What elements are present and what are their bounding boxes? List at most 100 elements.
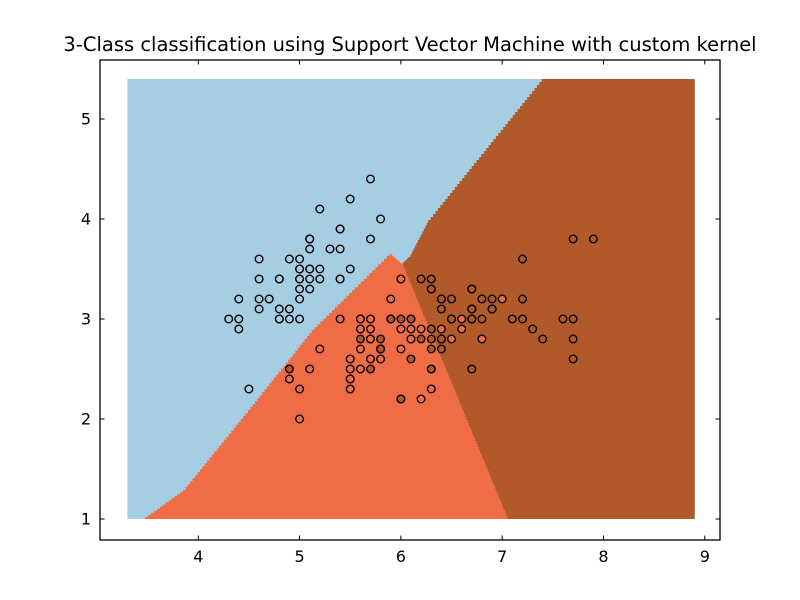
data-point-class-2-virginica bbox=[487, 294, 497, 304]
data-point-class-2-virginica bbox=[558, 314, 568, 324]
data-point-class-1-versicolor bbox=[477, 334, 487, 344]
data-point-class-1-versicolor bbox=[457, 324, 467, 334]
data-point-class-1-versicolor bbox=[457, 314, 467, 324]
data-point-class-1-versicolor bbox=[396, 324, 406, 334]
data-point-class-1-versicolor bbox=[366, 324, 376, 334]
data-point-class-1-versicolor bbox=[345, 374, 355, 384]
data-point-class-1-versicolor bbox=[406, 324, 416, 334]
data-point-class-0-setosa bbox=[284, 304, 294, 314]
axes-frame bbox=[99, 59, 721, 541]
data-point-class-2-virginica bbox=[467, 364, 477, 374]
data-point-class-1-versicolor bbox=[345, 384, 355, 394]
data-point-class-0-setosa bbox=[295, 294, 305, 304]
data-point-class-1-versicolor bbox=[355, 364, 365, 374]
data-point-class-1-versicolor bbox=[335, 314, 345, 324]
data-point-class-2-virginica bbox=[447, 314, 457, 324]
data-point-class-1-versicolor bbox=[416, 324, 426, 334]
data-point-class-0-setosa bbox=[295, 254, 305, 264]
data-point-class-1-versicolor bbox=[396, 344, 406, 354]
data-point-class-2-virginica bbox=[284, 364, 294, 374]
y-tick-label: 3 bbox=[81, 310, 91, 329]
data-point-class-0-setosa bbox=[305, 274, 315, 284]
data-point-class-1-versicolor bbox=[345, 364, 355, 374]
data-point-class-1-versicolor bbox=[416, 394, 426, 404]
data-point-class-1-versicolor bbox=[355, 344, 365, 354]
data-point-class-2-virginica bbox=[366, 364, 376, 374]
data-point-class-0-setosa bbox=[295, 284, 305, 294]
data-point-class-0-setosa bbox=[234, 314, 244, 324]
data-point-class-1-versicolor bbox=[406, 334, 416, 344]
y-tick-label: 4 bbox=[81, 210, 91, 229]
data-point-class-2-virginica bbox=[406, 314, 416, 324]
data-point-class-2-virginica bbox=[416, 274, 426, 284]
region-class-1-versicolor bbox=[142, 253, 508, 519]
data-point-class-1-versicolor bbox=[355, 314, 365, 324]
data-point-class-2-virginica bbox=[467, 304, 477, 314]
data-point-class-1-versicolor bbox=[386, 294, 396, 304]
data-point-class-0-setosa bbox=[254, 274, 264, 284]
data-point-class-0-setosa bbox=[244, 384, 254, 394]
data-point-class-0-setosa bbox=[274, 274, 284, 284]
data-point-class-0-setosa bbox=[295, 274, 305, 284]
data-point-class-0-setosa bbox=[366, 234, 376, 244]
data-point-class-1-versicolor bbox=[305, 364, 315, 374]
data-point-class-2-virginica bbox=[436, 334, 446, 344]
data-point-class-2-virginica bbox=[426, 344, 436, 354]
data-point-class-2-virginica bbox=[396, 394, 406, 404]
data-point-class-1-versicolor bbox=[426, 384, 436, 394]
data-point-class-0-setosa bbox=[284, 314, 294, 324]
data-point-class-0-setosa bbox=[345, 194, 355, 204]
data-point-class-2-virginica bbox=[477, 314, 487, 324]
data-point-class-1-versicolor bbox=[284, 374, 294, 384]
data-point-class-1-versicolor bbox=[345, 354, 355, 364]
data-point-class-0-setosa bbox=[295, 314, 305, 324]
data-point-class-0-setosa bbox=[305, 264, 315, 274]
data-point-class-0-setosa bbox=[325, 244, 335, 254]
x-tick-label: 7 bbox=[497, 547, 507, 566]
data-point-class-0-setosa bbox=[284, 254, 294, 264]
data-point-class-0-setosa bbox=[335, 224, 345, 234]
data-point-class-2-virginica bbox=[568, 334, 578, 344]
data-point-class-2-virginica bbox=[487, 304, 497, 314]
data-point-class-0-setosa bbox=[234, 324, 244, 334]
data-point-class-1-versicolor bbox=[436, 324, 446, 334]
data-point-class-1-versicolor bbox=[295, 414, 305, 424]
x-tick-label: 5 bbox=[295, 547, 305, 566]
data-point-class-0-setosa bbox=[335, 244, 345, 254]
data-point-class-0-setosa bbox=[366, 174, 376, 184]
data-point-class-2-virginica bbox=[568, 314, 578, 324]
decision-regions bbox=[127, 79, 695, 519]
data-point-class-2-virginica bbox=[426, 324, 436, 334]
data-point-class-0-setosa bbox=[345, 264, 355, 274]
data-point-class-0-setosa bbox=[335, 274, 345, 284]
x-tick-label: 8 bbox=[598, 547, 608, 566]
data-point-class-2-virginica bbox=[518, 294, 528, 304]
data-point-class-0-setosa bbox=[264, 294, 274, 304]
data-point-class-0-setosa bbox=[234, 294, 244, 304]
data-point-class-0-setosa bbox=[254, 254, 264, 264]
data-point-class-0-setosa bbox=[305, 244, 315, 254]
axis-tick-labels: 4 5 6 7 8 9 1 2 3 4 5 bbox=[81, 110, 710, 567]
data-point-class-2-virginica bbox=[568, 234, 578, 244]
data-point-class-2-virginica bbox=[447, 294, 457, 304]
data-point-class-2-virginica bbox=[467, 314, 477, 324]
data-point-class-2-virginica bbox=[426, 274, 436, 284]
data-point-class-2-virginica bbox=[568, 354, 578, 364]
data-point-class-2-virginica bbox=[588, 234, 598, 244]
data-point-class-2-virginica bbox=[376, 334, 386, 344]
data-point-class-2-virginica bbox=[507, 314, 517, 324]
data-point-class-0-setosa bbox=[295, 264, 305, 274]
data-point-class-0-setosa bbox=[305, 234, 315, 244]
x-tick-label: 9 bbox=[700, 547, 710, 566]
data-point-class-1-versicolor bbox=[447, 334, 457, 344]
data-point-class-1-versicolor bbox=[366, 314, 376, 324]
data-point-class-2-virginica bbox=[396, 314, 406, 324]
chart-title: 3-Class classification using Support Vec… bbox=[63, 33, 756, 56]
region-class-2-virginica bbox=[401, 79, 695, 519]
data-point-class-2-virginica bbox=[538, 334, 548, 344]
data-point-class-2-virginica bbox=[477, 294, 487, 304]
data-point-class-1-versicolor bbox=[355, 324, 365, 334]
data-point-class-2-virginica bbox=[436, 304, 446, 314]
data-point-class-0-setosa bbox=[315, 274, 325, 284]
data-point-class-2-virginica bbox=[518, 314, 528, 324]
